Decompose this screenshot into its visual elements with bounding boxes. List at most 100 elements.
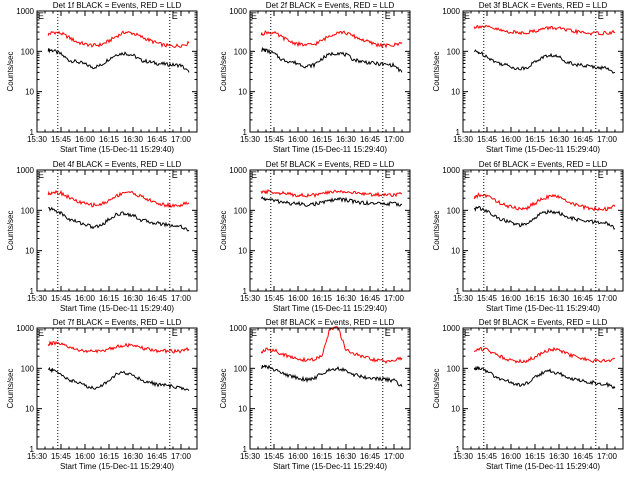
events-series-line bbox=[48, 366, 190, 391]
lld-series-line bbox=[47, 30, 190, 48]
x-tick-label: 15:45 bbox=[264, 452, 285, 461]
events-series-line bbox=[261, 46, 403, 73]
y-axis-label: Counts/sec bbox=[219, 368, 228, 408]
x-tick-label: 17:00 bbox=[597, 452, 618, 461]
y-tick-label: 100 bbox=[447, 364, 461, 373]
x-tick-label: 17:00 bbox=[171, 135, 192, 144]
flag-label: E bbox=[251, 170, 257, 180]
x-tick-label: 16:00 bbox=[75, 294, 96, 303]
chart-panel-9: Det 9f BLACK = Events, RED = LLDEE110100… bbox=[432, 318, 624, 471]
x-tick-label: 16:45 bbox=[573, 452, 594, 461]
x-tick-label: 16:15 bbox=[312, 452, 333, 461]
y-tick-label: 1 bbox=[243, 287, 248, 296]
x-tick-label: 16:30 bbox=[336, 452, 357, 461]
lld-series-line bbox=[260, 189, 403, 199]
y-axis-label: Counts/sec bbox=[432, 210, 441, 250]
x-tick-label: 16:30 bbox=[123, 294, 144, 303]
lld-series-line bbox=[47, 340, 190, 355]
y-tick-label: 1000 bbox=[229, 324, 247, 333]
flag-label: E bbox=[385, 11, 391, 21]
x-tick-label: 15:45 bbox=[477, 452, 498, 461]
y-tick-label: 1 bbox=[456, 287, 461, 296]
y-tick-label: 1 bbox=[243, 445, 248, 454]
flag-label: E bbox=[598, 328, 604, 338]
x-tick-label: 16:15 bbox=[312, 135, 333, 144]
chart-title: Det 7f BLACK = Events, RED = LLD bbox=[53, 318, 182, 327]
x-tick-label: 16:00 bbox=[501, 452, 522, 461]
chart-title: Det 9f BLACK = Events, RED = LLD bbox=[479, 318, 608, 327]
flag-label: E bbox=[598, 11, 604, 21]
lld-series-line bbox=[473, 192, 616, 212]
y-tick-label: 100 bbox=[447, 206, 461, 215]
x-tick-label: 16:45 bbox=[573, 294, 594, 303]
x-tick-label: 15:45 bbox=[51, 294, 72, 303]
x-tick-label: 16:00 bbox=[75, 452, 96, 461]
x-tick-label: 15:30 bbox=[453, 452, 474, 461]
x-axis-label: Start Time (15-Dec-11 15:29:40) bbox=[273, 462, 387, 471]
flag-label: E bbox=[251, 11, 257, 21]
flag-label: E bbox=[464, 11, 470, 21]
y-tick-label: 1000 bbox=[442, 7, 460, 16]
chart-title: Det 4f BLACK = Events, RED = LLD bbox=[53, 160, 182, 169]
y-tick-label: 100 bbox=[234, 47, 248, 56]
y-tick-label: 10 bbox=[238, 247, 247, 256]
x-tick-label: 15:30 bbox=[240, 294, 261, 303]
y-tick-label: 100 bbox=[234, 206, 248, 215]
lld-series-line bbox=[260, 326, 403, 364]
x-tick-label: 17:00 bbox=[597, 294, 618, 303]
x-tick-label: 17:00 bbox=[384, 135, 405, 144]
flag-label: E bbox=[172, 170, 178, 180]
y-axis-label: Counts/sec bbox=[6, 368, 15, 408]
x-tick-label: 16:15 bbox=[525, 135, 546, 144]
x-tick-label: 15:30 bbox=[240, 452, 261, 461]
events-series-line bbox=[260, 364, 403, 387]
lld-series-line bbox=[47, 189, 190, 209]
flag-label: E bbox=[172, 11, 178, 21]
flag-label: E bbox=[38, 328, 44, 338]
x-tick-label: 17:00 bbox=[384, 294, 405, 303]
x-tick-label: 16:00 bbox=[288, 294, 309, 303]
x-axis-label: Start Time (15-Dec-11 15:29:40) bbox=[486, 462, 600, 471]
x-tick-label: 17:00 bbox=[384, 452, 405, 461]
plot-frame bbox=[249, 10, 411, 133]
y-tick-label: 10 bbox=[25, 88, 34, 97]
y-tick-label: 1 bbox=[243, 128, 248, 137]
x-tick-label: 15:30 bbox=[453, 135, 474, 144]
x-tick-label: 16:45 bbox=[147, 135, 168, 144]
x-tick-label: 16:30 bbox=[549, 294, 570, 303]
x-tick-label: 16:00 bbox=[288, 452, 309, 461]
y-tick-label: 1000 bbox=[229, 7, 247, 16]
events-series-line bbox=[47, 48, 190, 73]
y-tick-label: 1 bbox=[456, 128, 461, 137]
x-tick-label: 15:45 bbox=[51, 135, 72, 144]
x-axis-label: Start Time (15-Dec-11 15:29:40) bbox=[60, 145, 174, 154]
x-tick-label: 16:00 bbox=[288, 135, 309, 144]
chart-title: Det 5f BLACK = Events, RED = LLD bbox=[266, 160, 395, 169]
x-axis-label: Start Time (15-Dec-11 15:29:40) bbox=[60, 304, 174, 313]
y-tick-label: 100 bbox=[21, 47, 35, 56]
x-axis-label: Start Time (15-Dec-11 15:29:40) bbox=[273, 304, 387, 313]
flag-label: E bbox=[172, 328, 178, 338]
x-tick-label: 15:30 bbox=[27, 135, 48, 144]
flag-label: E bbox=[38, 11, 44, 21]
plot-frame bbox=[249, 169, 411, 292]
x-axis-label: Start Time (15-Dec-11 15:29:40) bbox=[486, 304, 600, 313]
x-tick-label: 16:15 bbox=[312, 294, 333, 303]
y-tick-label: 10 bbox=[451, 405, 460, 414]
x-axis-label: Start Time (15-Dec-11 15:29:40) bbox=[273, 145, 387, 154]
x-tick-label: 16:30 bbox=[336, 294, 357, 303]
x-tick-label: 15:45 bbox=[264, 135, 285, 144]
events-series-line bbox=[473, 205, 616, 230]
y-tick-label: 10 bbox=[25, 405, 34, 414]
x-tick-label: 16:00 bbox=[501, 135, 522, 144]
events-series-line bbox=[473, 365, 616, 390]
flag-label: E bbox=[385, 328, 391, 338]
plot-frame bbox=[462, 10, 624, 133]
x-tick-label: 16:30 bbox=[123, 452, 144, 461]
events-series-line bbox=[260, 196, 403, 207]
x-tick-label: 15:30 bbox=[453, 294, 474, 303]
plot-frame bbox=[462, 327, 624, 450]
x-tick-label: 16:30 bbox=[336, 135, 357, 144]
y-tick-label: 1000 bbox=[16, 324, 34, 333]
x-tick-label: 15:30 bbox=[27, 452, 48, 461]
